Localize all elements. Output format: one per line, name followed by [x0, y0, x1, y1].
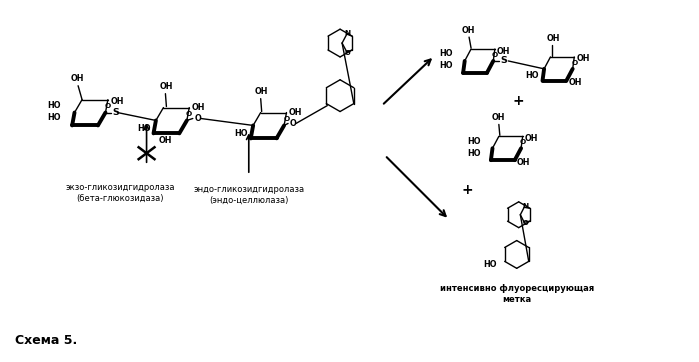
- Text: O: O: [194, 114, 201, 123]
- Text: S: S: [112, 108, 119, 117]
- Text: N: N: [522, 203, 528, 209]
- Text: HO: HO: [47, 101, 61, 110]
- Text: HO: HO: [439, 50, 453, 59]
- Text: OH: OH: [111, 97, 124, 106]
- Text: HO: HO: [439, 62, 453, 70]
- Text: O: O: [186, 111, 192, 117]
- Text: OH: OH: [547, 34, 560, 43]
- Text: OH: OH: [461, 26, 475, 35]
- Text: OH: OH: [576, 54, 590, 63]
- Text: эндо-гликозидгидролаза
(эндо-целлюлаза): эндо-гликозидгидролаза (эндо-целлюлаза): [193, 185, 304, 205]
- Text: OH: OH: [289, 108, 302, 117]
- Text: O: O: [492, 52, 498, 58]
- Text: HO: HO: [467, 149, 481, 158]
- Text: O: O: [522, 220, 528, 226]
- Text: O: O: [283, 116, 289, 122]
- Text: OH: OH: [492, 113, 505, 122]
- Text: +: +: [513, 94, 524, 108]
- Text: HO: HO: [526, 71, 539, 80]
- Text: HO: HO: [235, 129, 248, 138]
- Text: OH: OH: [192, 103, 205, 112]
- Text: OH: OH: [568, 78, 582, 87]
- Text: OH: OH: [525, 134, 538, 143]
- Text: Схема 5.: Схема 5.: [15, 334, 77, 347]
- Text: O: O: [345, 50, 351, 56]
- Text: HO: HO: [47, 113, 61, 122]
- Text: N: N: [345, 30, 351, 36]
- Text: O: O: [571, 60, 577, 66]
- Text: OH: OH: [159, 82, 173, 91]
- Text: OH: OH: [71, 74, 84, 83]
- Text: интенсивно флуоресцирующая
метка: интенсивно флуоресцирующая метка: [440, 284, 594, 304]
- Text: HO: HO: [483, 260, 497, 269]
- Text: O: O: [289, 119, 296, 128]
- Text: S: S: [500, 56, 507, 66]
- Text: HO: HO: [138, 124, 151, 133]
- Text: OH: OH: [255, 87, 268, 96]
- Text: OH: OH: [497, 46, 510, 55]
- Text: экзо-гликозидгидролаза
(бета-глюкозидаза): экзо-гликозидгидролаза (бета-глюкозидаза…: [65, 183, 175, 202]
- Text: OH: OH: [517, 157, 531, 167]
- Text: +: +: [461, 183, 473, 197]
- Text: O: O: [105, 103, 111, 109]
- Text: O: O: [520, 139, 526, 145]
- Text: OH: OH: [159, 136, 172, 145]
- Text: HO: HO: [467, 137, 481, 146]
